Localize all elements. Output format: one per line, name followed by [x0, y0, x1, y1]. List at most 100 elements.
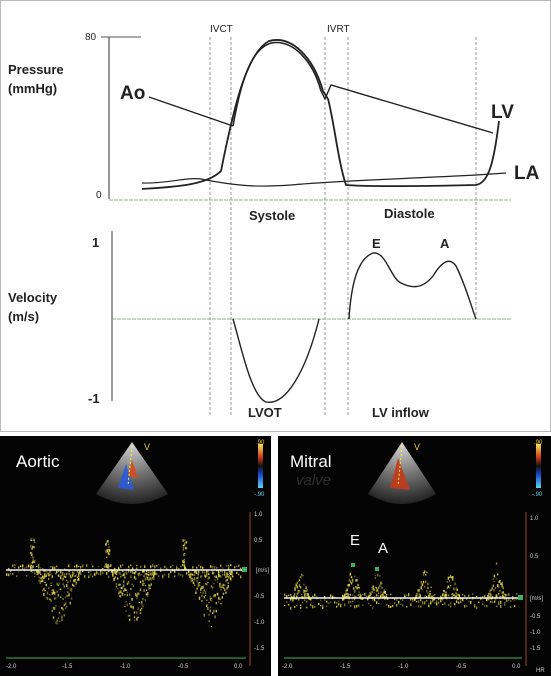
mitral-doppler-speck — [364, 593, 366, 595]
aortic-doppler-speck — [145, 593, 148, 596]
aortic-doppler-speck — [183, 558, 185, 561]
aortic-doppler-speck — [227, 582, 229, 584]
aortic-doppler-speck — [107, 540, 109, 543]
aortic-doppler-speck — [126, 582, 128, 585]
aortic-doppler-speck — [57, 584, 59, 587]
aortic-doppler-speck — [129, 618, 131, 621]
mitral-doppler-speck — [476, 606, 478, 610]
aortic-doppler-speck — [207, 581, 209, 584]
aortic-doppler-speck — [142, 579, 144, 583]
aortic-doppler-speck — [176, 567, 178, 570]
aortic-doppler-speck — [230, 571, 232, 574]
aortic-doppler-speck — [58, 582, 61, 585]
aortic-doppler-speck — [180, 574, 182, 576]
mitral-doppler-speck — [484, 594, 486, 598]
aortic-doppler-speck — [79, 570, 81, 573]
aortic-doppler-speck — [182, 574, 184, 577]
aortic-doppler-speck — [202, 591, 204, 594]
aortic-doppler-speck — [24, 567, 26, 570]
mitral-doppler-speck — [453, 587, 455, 591]
mitral-color-scale — [536, 444, 541, 488]
aortic-doppler-speck — [144, 577, 146, 581]
mitral-hr-label: HR — [536, 668, 545, 674]
mitral-doppler-speck — [429, 593, 431, 595]
aortic-doppler-speck — [98, 566, 100, 568]
aortic-doppler-speck — [39, 577, 41, 580]
aortic-doppler-speck — [20, 565, 22, 568]
mitral-doppler-speck — [394, 602, 396, 605]
aortic-doppler-speck — [55, 597, 57, 599]
mitral-doppler-speck — [358, 604, 360, 607]
mitral-doppler-speck — [427, 582, 429, 586]
aortic-doppler-speck — [130, 564, 132, 566]
mitral-doppler-speck — [488, 595, 490, 597]
aortic-doppler-speck — [33, 541, 36, 543]
aortic-doppler-speck — [78, 577, 80, 581]
aortic-doppler-speck — [34, 572, 36, 575]
wiggers-diagram: 80 0 Pressure (mmHg) IVCT IVRT Ao LV LA … — [8, 24, 540, 420]
mitral-doppler-speck — [312, 605, 314, 609]
aortic-doppler-speck — [230, 578, 232, 581]
aortic-doppler-speck — [216, 577, 219, 581]
aortic-doppler-speck — [182, 547, 185, 549]
aortic-doppler-speck — [231, 573, 233, 576]
mitral-doppler-speck — [421, 583, 424, 586]
mitral-doppler-speck — [338, 603, 340, 606]
aortic-doppler-speck — [172, 564, 174, 567]
mitral-doppler-speck — [374, 586, 377, 589]
mitral-doppler-speck — [284, 604, 286, 606]
mitral-doppler-speck — [314, 593, 316, 597]
aortic-doppler-speck — [8, 573, 10, 577]
aortic-doppler-speck — [158, 575, 160, 577]
mitral-doppler-speck — [446, 587, 448, 590]
aortic-doppler-speck — [191, 577, 193, 580]
aortic-doppler-speck — [133, 616, 136, 619]
mitral-doppler-speck — [372, 588, 374, 591]
aortic-doppler-speck — [145, 573, 148, 575]
aortic-doppler-speck — [46, 571, 48, 573]
aortic-doppler-speck — [76, 564, 78, 568]
mitral-doppler-speck — [314, 606, 316, 608]
mitral-doppler-speck — [355, 586, 357, 588]
mitral-doppler-speck — [415, 595, 417, 597]
aortic-doppler-speck — [90, 570, 92, 572]
aortic-doppler-speck — [226, 578, 228, 582]
mitral-doppler-speck — [464, 605, 466, 608]
aortic-doppler-speck — [76, 570, 79, 573]
aortic-doppler-speck — [118, 583, 120, 586]
aortic-doppler-speck — [105, 549, 108, 551]
aortic-doppler-speck — [148, 584, 150, 586]
aortic-doppler-speck — [196, 577, 198, 579]
aortic-doppler-speck — [220, 564, 222, 567]
aortic-doppler-speck — [84, 575, 86, 578]
aortic-doppler-speck — [40, 567, 42, 569]
aortic-doppler-speck — [221, 570, 223, 573]
mitral-doppler-speck — [486, 599, 488, 602]
mitral-doppler-speck — [354, 597, 356, 601]
aortic-doppler-speck — [39, 582, 41, 584]
aortic-doppler-speck — [156, 572, 158, 576]
aortic-doppler-speck — [66, 594, 68, 597]
mitral-doppler-speck — [328, 602, 330, 605]
aortic-doppler-speck — [60, 576, 62, 580]
mitral-doppler-speck — [348, 584, 350, 587]
mitral-doppler-speck — [488, 592, 490, 596]
aortic-doppler-speck — [124, 605, 126, 607]
aortic-ytick-2: 0.5 — [254, 538, 263, 544]
aortic-doppler-speck — [232, 575, 234, 578]
aortic-doppler-speck — [43, 593, 45, 596]
aortic-doppler-speck — [74, 579, 76, 581]
aortic-doppler-speck — [116, 573, 118, 576]
aortic-doppler-speck — [186, 572, 188, 575]
aortic-doppler-speck — [100, 570, 102, 573]
aortic-doppler-speck — [218, 573, 220, 577]
mitral-doppler-speck — [484, 605, 486, 607]
mitral-doppler-speck — [428, 594, 430, 598]
aortic-doppler-speck — [30, 544, 32, 548]
aortic-doppler-speck — [183, 552, 186, 555]
mitral-doppler-speck — [458, 594, 460, 596]
aortic-doppler-speck — [37, 573, 39, 576]
aortic-doppler-speck — [31, 562, 33, 564]
lvot-flow-curve — [232, 318, 320, 403]
aortic-doppler-speck — [64, 607, 67, 610]
